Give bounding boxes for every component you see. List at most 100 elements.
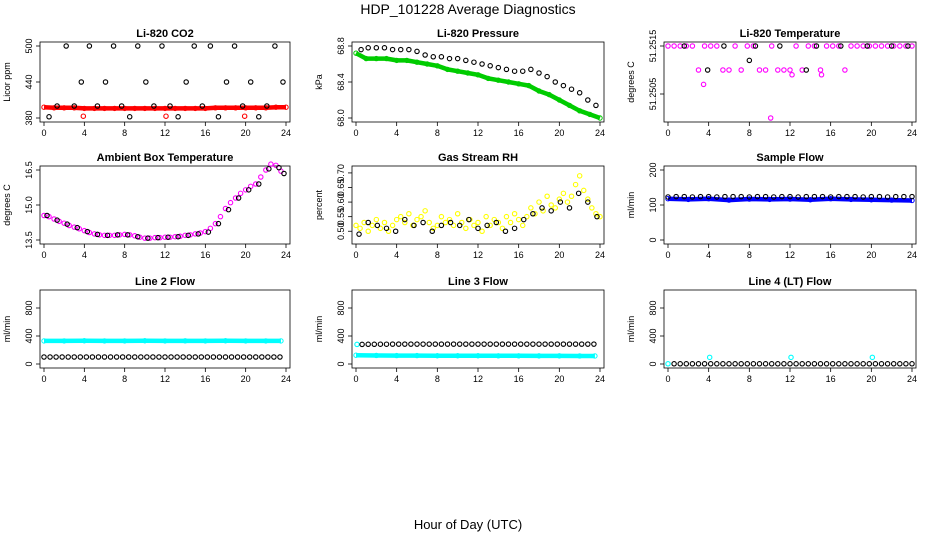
data-point [781,361,787,367]
x-tick-label: 24 [907,250,917,260]
y-tick-label: 15.0 [24,196,34,214]
data-point [836,361,842,367]
x-tick-label: 12 [160,250,170,260]
data-point [548,208,554,214]
data-point [272,43,278,49]
data-point [434,63,441,69]
x-tick-label: 24 [281,250,291,260]
x-tick-label: 12 [473,250,483,260]
data-point [126,232,133,238]
data-point [65,354,71,360]
data-point [377,225,384,232]
panel-title: Li-820 Pressure [437,28,519,40]
panel-9: Line 4 (LT) Flow 0 4 8 12 16 20 24 0 400 800 ml/min [626,276,917,384]
x-tick-label: 8 [122,374,127,384]
x-tick-label: 4 [394,250,399,260]
data-point [84,228,91,235]
panel-4: Ambient Box Temperature 0 4 8 12 16 20 24 13.5 15… [2,152,291,260]
data-point [781,67,787,73]
data-point [429,228,435,235]
data-point [444,66,451,73]
x-tick-label: 24 [595,250,605,260]
data-point [805,361,812,367]
data-point [126,114,133,120]
data-point [689,194,696,200]
x-tick-label: 16 [514,374,524,384]
data-point [283,104,289,110]
data-point [511,225,518,232]
data-point [420,219,426,226]
data-point [204,354,211,360]
y-axis-label: percent [314,189,324,220]
x-tick-label: 4 [706,374,711,384]
data-point [414,352,420,359]
data-point [373,216,380,223]
data-point [597,213,603,220]
data-point [701,43,708,49]
data-point [183,79,189,85]
data-point [683,43,690,49]
data-point [762,361,769,367]
panel-title: Line 4 (LT) Flow [749,276,832,288]
data-point [752,43,759,49]
data-point [389,222,396,229]
data-point [242,187,249,193]
data-point [125,354,132,360]
data-point [263,167,269,173]
data-point [71,103,78,109]
data-point [803,193,810,200]
data-point [212,220,219,227]
data-point [779,193,785,200]
panel-3: Li-820 Temperature 0 4 8 12 16 20 24 51.2505 51.2… [626,28,917,138]
data-point [438,222,445,229]
data-point [167,234,173,240]
data-point [266,166,272,172]
data-point [593,211,599,217]
data-point [576,90,583,96]
data-point [788,354,794,361]
y-axis-label: ml/min [626,316,636,343]
data-point [264,103,270,109]
data-point [359,341,365,348]
data-point [701,361,708,367]
series-band [43,104,286,111]
panel-1: Li-820 CO2 0 4 8 12 16 20 24 380 440 500 Licor ppm [2,28,291,138]
data-point [487,341,493,347]
data-point [707,43,714,49]
data-point [479,61,485,67]
data-point [94,103,101,109]
data-point [793,361,799,367]
data-point [560,341,567,347]
series-2 [700,72,825,121]
y-tick-label: 800 [336,300,346,315]
data-point [683,361,690,367]
y-tick-label: 51.2505 [648,78,658,111]
data-point [402,216,408,223]
y-tick-label: 800 [24,300,34,315]
x-tick-label: 20 [241,374,251,384]
data-point [422,52,428,58]
data-point [838,43,844,49]
data-point [671,361,677,367]
data-point [223,79,230,85]
data-point [479,228,485,235]
data-point [770,194,777,200]
data-point [392,228,399,235]
data-point [775,67,781,73]
data-point [726,67,732,73]
data-point [591,341,597,347]
data-point [363,55,369,62]
x-tick-label: 12 [160,374,170,384]
data-point [572,341,579,347]
data-point [395,341,402,347]
data-point [159,43,165,49]
data-point [426,219,432,226]
data-point [132,233,138,239]
series-2 [671,361,915,367]
data-point [225,206,232,213]
data-point [162,338,168,344]
data-point [852,193,858,200]
plot-frame [39,289,291,369]
data-point [493,219,500,226]
plot-frame [663,41,917,123]
